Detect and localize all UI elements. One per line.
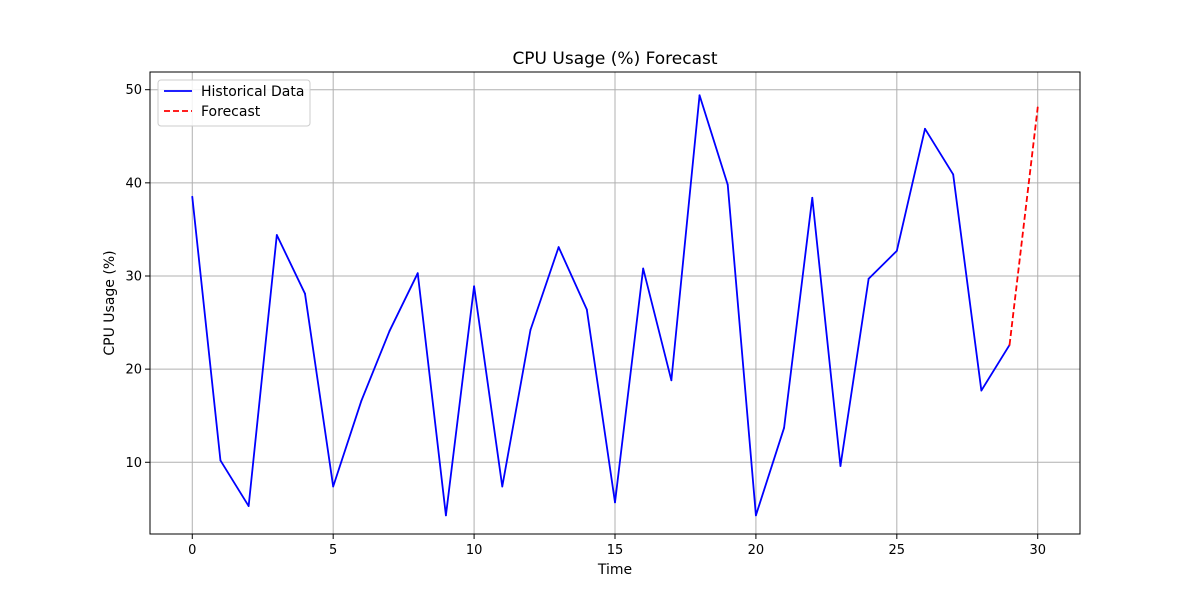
series-layer <box>191 94 1039 517</box>
data-point <box>867 277 870 280</box>
data-point <box>642 267 645 270</box>
series-line-historical-data <box>191 94 1011 517</box>
data-point <box>980 389 983 392</box>
data-point <box>332 485 335 488</box>
chart-title: CPU Usage (%) Forecast <box>512 49 717 69</box>
data-point <box>557 246 560 249</box>
x-tick-label: 5 <box>329 543 337 558</box>
ticks: 0 5 10 15 20 25 30 10 20 30 40 50 <box>125 83 1046 558</box>
x-tick-label: 0 <box>188 543 196 558</box>
data-point <box>247 505 250 507</box>
legend-box <box>157 79 311 127</box>
data-point <box>726 183 729 186</box>
data-point <box>473 285 475 288</box>
data-point <box>1036 106 1039 109</box>
data-point <box>219 459 222 462</box>
x-tick-label: 10 <box>466 543 483 558</box>
data-point <box>388 330 391 332</box>
y-axis-label: CPU Usage (%) <box>102 250 118 355</box>
y-tick-label: 50 <box>125 83 142 98</box>
y-tick-label: 10 <box>125 456 142 471</box>
data-point <box>416 272 419 275</box>
legend-label: Historical Data <box>201 84 304 100</box>
x-tick-label: 30 <box>1029 543 1046 558</box>
data-point <box>698 94 701 97</box>
x-tick-label: 20 <box>748 543 765 558</box>
data-point <box>670 379 673 382</box>
legend: Historical Data Forecast <box>157 79 311 127</box>
data-point <box>529 329 532 331</box>
series-line-forecast <box>1008 107 1039 346</box>
data-point <box>614 501 616 504</box>
y-tick-label: 30 <box>125 269 142 284</box>
data-point <box>811 196 814 199</box>
data-point <box>1008 344 1011 346</box>
data-point <box>924 127 926 130</box>
data-point <box>191 195 194 198</box>
data-point <box>445 514 447 517</box>
data-point <box>783 426 785 429</box>
y-tick-label: 20 <box>125 363 142 378</box>
data-point <box>585 308 588 311</box>
x-tick-label: 25 <box>889 543 906 558</box>
data-point <box>952 173 955 176</box>
y-tick-label: 40 <box>125 176 142 191</box>
data-point <box>360 399 363 402</box>
data-point <box>895 249 898 252</box>
data-point <box>275 234 278 236</box>
data-point <box>755 514 757 517</box>
legend-label: Forecast <box>201 104 261 120</box>
x-axis-label: Time <box>597 562 632 578</box>
data-point <box>304 292 306 295</box>
data-point <box>501 485 504 488</box>
data-point <box>839 465 842 467</box>
grid <box>150 72 1080 534</box>
x-tick-label: 15 <box>607 543 624 558</box>
